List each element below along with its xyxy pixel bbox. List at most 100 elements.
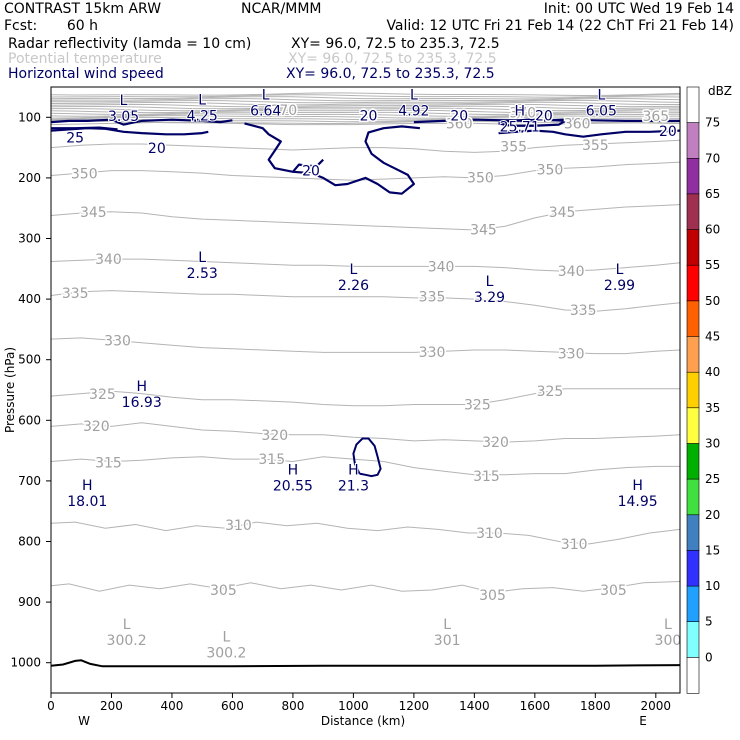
theta-contour-upper [51,107,680,112]
colorbar-level-label: 15 [705,543,720,557]
theta-contour-upper [51,111,680,116]
x-tick-label: 1000 [338,699,369,713]
theta-contour-label: 345 [80,205,107,221]
field-name-wind: Horizontal wind speed [8,66,164,82]
theta-contour-label: 310 [476,526,503,542]
y-tick-label: 700 [18,474,41,488]
x-tick-label: 1400 [459,699,490,713]
theta-contour-label: 360 [564,116,591,132]
theta-contour-label: 350 [71,167,98,183]
theta-contour-label: 350 [537,162,564,178]
theta-contour-label: 320 [261,428,288,444]
extremum-value: 300.2 [107,633,147,649]
valid-time: Valid: 12 UTC Fri 21 Feb 14 (22 ChT Fri … [386,18,734,34]
extremum-value: 6.05 [586,104,617,120]
extremum-kind: L [597,88,605,104]
colorbar-level-label: 40 [705,365,720,379]
theta-contour-upper [51,101,680,106]
x-tick-label: 600 [221,699,244,713]
theta-contour-label: 305 [600,583,627,599]
theta-contour-label: 335 [419,290,446,306]
extremum-value: 14.95 [618,494,658,510]
extremum-kind: L [443,617,451,633]
extremum-kind: H [136,379,147,395]
theta-contour-label: 345 [549,205,576,221]
theta-contour-label: 330 [558,347,585,363]
extremum-value: 21.3 [338,479,369,495]
extremum-kind: L [198,92,206,108]
x-tick-label: 800 [281,699,304,713]
field-name-reflectivity: Radar reflectivity (lamda = 10 cm) [8,36,251,52]
x-tick-label: 1600 [520,699,551,713]
extremum-value: 2.99 [604,278,635,294]
colorbar-level-label: 45 [705,330,720,344]
colorbar-swatch [686,158,700,195]
colorbar-swatch [686,514,700,551]
colorbar-swatch [686,443,700,480]
theta-contour-upper [51,97,680,102]
extremum-kind: H [82,478,93,494]
extremum-value: 25.71 [500,119,540,135]
theta-contour-label: 315 [95,456,122,472]
y-tick-label: 800 [18,535,41,549]
field-xy-wind: XY= 96.0, 72.5 to 235.3, 72.5 [286,66,495,82]
colorbar-swatch [686,193,700,231]
extremum-kind: L [349,262,357,278]
colorbar-swatch [686,229,700,266]
colorbar-level-label: 5 [705,615,713,629]
x-tick-label: 1200 [399,699,430,713]
wind-contour-20 [498,118,567,127]
plot-area [51,87,680,693]
theta-contour-335 [51,290,680,312]
extremum-kind: L [123,617,131,633]
theta-contour-label: 310 [561,537,588,553]
colorbar-swatch [686,478,700,516]
y-tick-label: 600 [18,413,41,427]
theta-contour-label: 315 [258,452,285,468]
colorbar-level-label: 30 [705,437,720,451]
extremum-value: 3.29 [474,290,505,306]
extremum-value: 300.2 [206,645,246,661]
x-axis-title: Distance (km) [321,714,405,728]
theta-contour-label: 335 [62,286,89,302]
colorbar-swatch [686,264,700,302]
theta-contour-345 [51,204,680,231]
colorbar-level-label: 75 [705,116,720,130]
wind-contour-20 [51,126,118,131]
extremum-kind: H [632,478,643,494]
theta-contour-label: 310 [225,518,252,534]
theta-contour-label: 340 [558,264,585,280]
extremum-kind: L [616,262,624,278]
theta-contour-upper [51,96,680,100]
theta-contour-upper [51,92,680,97]
colorbar-level-label: 70 [705,151,720,165]
colorbar-level-label: 25 [705,472,720,486]
fcst-value: 60 h [67,18,98,34]
extremum-kind: H [288,463,299,479]
extremum-value: 20.55 [273,479,313,495]
colorbar-level-label: 60 [705,223,720,237]
colorbar-swatch [686,585,700,623]
extremum-kind: H [348,463,359,479]
colorbar-swatch [686,550,700,587]
theta-contour-upper [51,99,680,104]
extremum-value: 18.01 [67,494,107,510]
theta-contour-340 [51,258,680,272]
colorbar-level-label: 0 [705,650,713,664]
extremum-value: 16.93 [122,395,162,411]
theta-contour-label: 325 [89,387,116,403]
wind-contour-label: 20 [360,108,378,124]
y-tick-label: 200 [18,171,41,185]
wind-contour-label: 20 [450,108,468,124]
extremum-value: 4.25 [187,108,218,124]
theta-contour-label: 340 [428,259,455,275]
theta-contour-label: 320 [83,419,110,435]
colorbar-level-label: 35 [705,401,720,415]
x-end-label-west: W [78,714,90,728]
wind-contour-20-closed [352,437,382,478]
y-tick-label: 100 [18,110,41,124]
y-axis-title: Pressure (hPa) [3,347,17,433]
extremum-kind: L [198,250,206,266]
theta-contour-label: 325 [464,398,491,414]
